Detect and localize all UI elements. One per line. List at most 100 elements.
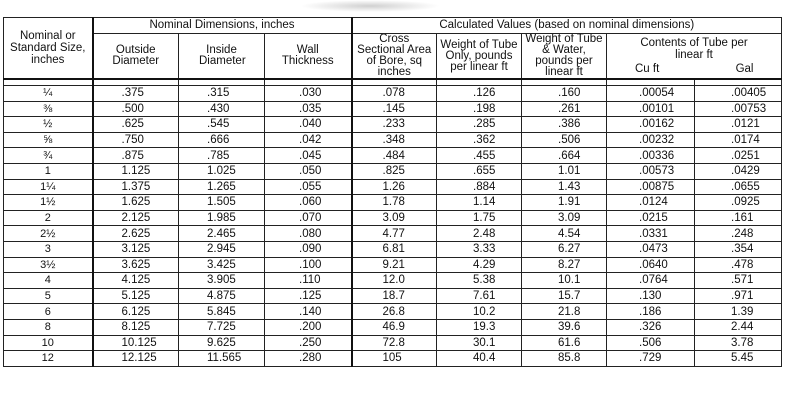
wall-thickness-cell: .110: [264, 272, 352, 289]
size-cell: ⅜: [3, 100, 93, 118]
size-cell: ¼: [3, 85, 93, 102]
cu-ft-cell: .186: [606, 303, 695, 320]
size-cell: 6: [3, 303, 93, 320]
inside-diameter-cell: .315: [178, 85, 265, 102]
gal-cell: .354: [693, 240, 783, 258]
wall-thickness-cell: .042: [264, 131, 352, 149]
size-cell: 3½: [3, 256, 93, 274]
table-row: ¾ .875.785.045.484.455.664.00336.0251: [3, 147, 783, 164]
weight-tube-cell: 5.38: [436, 272, 522, 289]
table-row: 1 1.125 1.025.050.825.655 1.01.00573.0429: [3, 162, 783, 180]
wall-thickness-cell: .040: [264, 116, 352, 133]
cross-section-cell: 1.26: [350, 178, 437, 196]
size-cell: ½: [3, 116, 93, 133]
table-row: 1½ 1.625 1.505.060 1.78 1.14 1.91.0124.0925: [3, 194, 783, 211]
outside-diameter-cell: 3.625: [91, 256, 179, 274]
cu-ft-cell: .506: [606, 334, 695, 352]
copper-tube-table-frame: Nominal or Standard Size, inches Nominal…: [3, 17, 783, 367]
gal-cell: 3.78: [693, 334, 783, 352]
contents-header: Contents of Tube per linear ft Cu ft Gal: [605, 33, 783, 80]
size-cell: 2½: [3, 225, 93, 242]
gal-cell: .478: [693, 256, 783, 274]
inside-diameter-cell: .785: [178, 147, 265, 164]
inside-diameter-cell: 2.465: [178, 225, 265, 242]
table-header: Nominal or Standard Size, inches Nominal…: [3, 17, 783, 80]
size-cell: 8: [3, 318, 93, 336]
table-row: 2½ 2.625 2.465.080 4.77 2.48 4.54.0331.248: [3, 225, 783, 242]
cross-section-cell: .145: [350, 100, 437, 118]
weight-tube-water-cell: 4.54: [521, 225, 607, 242]
table-body: ¼ .375.315.030.078.126.160.00054.00405 ⅜ .5…: [3, 78, 783, 367]
gal-cell: .0251: [693, 147, 783, 164]
outside-diameter-cell: .500: [91, 100, 179, 118]
cross-section-cell: 18.7: [350, 287, 437, 305]
inside-diameter-cell: 1.265: [178, 178, 265, 196]
weight-tube-cell: 30.1: [436, 334, 522, 352]
wall-thickness-cell: .125: [264, 287, 352, 305]
cross-section-cell: 1.78: [350, 194, 437, 211]
size-cell: 1½: [3, 194, 93, 211]
weight-tube-cell: 4.29: [436, 256, 522, 274]
table-row: 5 5.125 4.875.125 18.7 7.61 15.7.130.971: [3, 287, 783, 305]
outside-diameter-cell: 1.625: [91, 194, 179, 211]
outside-diameter-cell: 1.375: [91, 178, 179, 196]
gal-cell: .248: [693, 225, 783, 242]
cu-ft-cell: .00054: [606, 85, 695, 102]
weight-tube-cell: 10.2: [436, 303, 522, 320]
weight-tube-cell: 40.4: [436, 350, 522, 367]
table-row: ⅝ .750.666.042.348.362.506.00232.0174: [3, 131, 783, 149]
outside-diameter-cell: 2.625: [91, 225, 179, 242]
outside-diameter-cell: 6.125: [91, 303, 179, 320]
weight-tube-water-cell: 1.43: [521, 178, 607, 196]
outside-diameter-cell: .875: [91, 147, 179, 164]
table-row: 1¼ 1.375 1.265.055 1.26.884 1.43.00875.0655: [3, 178, 783, 196]
weight-tube-water-cell: 10.1: [521, 272, 607, 289]
wall-thickness-cell: .140: [264, 303, 352, 320]
table-row: 3½ 3.625 3.425.100 9.21 4.29 8.27.0640.478: [3, 256, 783, 274]
weight-tube-cell: 1.75: [436, 209, 522, 227]
cu-ft-cell: .0215: [606, 209, 695, 227]
inside-diameter-cell: .545: [178, 116, 265, 133]
gal-cell: .971: [693, 287, 783, 305]
gal-cell: .0655: [693, 178, 783, 196]
size-cell: 4: [3, 272, 93, 289]
cross-section-cell: 46.9: [350, 318, 437, 336]
weight-tube-water-cell: .160: [521, 85, 607, 102]
size-cell: ¾: [3, 147, 93, 164]
gal-cell: .0429: [693, 162, 783, 180]
gal-cell: 2.44: [693, 318, 783, 336]
cross-section-cell: .078: [350, 85, 437, 102]
cu-ft-cell: .0473: [606, 240, 695, 258]
size-cell: 5: [3, 287, 93, 305]
inside-diameter-cell: 7.725: [178, 318, 265, 336]
weight-tube-water-cell: 85.8: [521, 350, 607, 367]
outside-diameter-cell: 5.125: [91, 287, 179, 305]
weight-tube-cell: 2.48: [436, 225, 522, 242]
wall-thickness-cell: .200: [264, 318, 352, 336]
outside-diameter-header: Outside Diameter: [91, 33, 179, 80]
wall-thickness-cell: .100: [264, 256, 352, 274]
wall-thickness-cell: .045: [264, 147, 352, 164]
gal-cell: 5.45: [693, 350, 783, 367]
outside-diameter-cell: 4.125: [91, 272, 179, 289]
table-row: ¼ .375.315.030.078.126.160.00054.00405: [3, 85, 783, 102]
wall-thickness-cell: .070: [264, 209, 352, 227]
weight-tube-water-cell: 1.91: [521, 194, 607, 211]
size-cell: 3: [3, 240, 93, 258]
gal-cell: .0925: [693, 194, 783, 211]
wall-thickness-cell: .030: [264, 85, 352, 102]
gal-cell: .161: [693, 209, 783, 227]
wall-thickness-cell: .035: [264, 100, 352, 118]
cu-ft-cell: .00101: [606, 100, 695, 118]
outside-diameter-cell: 2.125: [91, 209, 179, 227]
size-cell: 1: [3, 162, 93, 180]
inside-diameter-cell: 1.025: [178, 162, 265, 180]
cu-ft-cell: .00573: [606, 162, 695, 180]
cu-ft-cell: .0124: [606, 194, 695, 211]
gal-cell: .0121: [693, 116, 783, 133]
weight-tube-water-cell: 61.6: [521, 334, 607, 352]
outside-diameter-cell: .750: [91, 131, 179, 149]
wall-thickness-header: Wall Thickness: [264, 33, 352, 80]
weight-tube-water-cell: 1.01: [521, 162, 607, 180]
contents-subheaders: Cu ft Gal: [608, 63, 781, 75]
